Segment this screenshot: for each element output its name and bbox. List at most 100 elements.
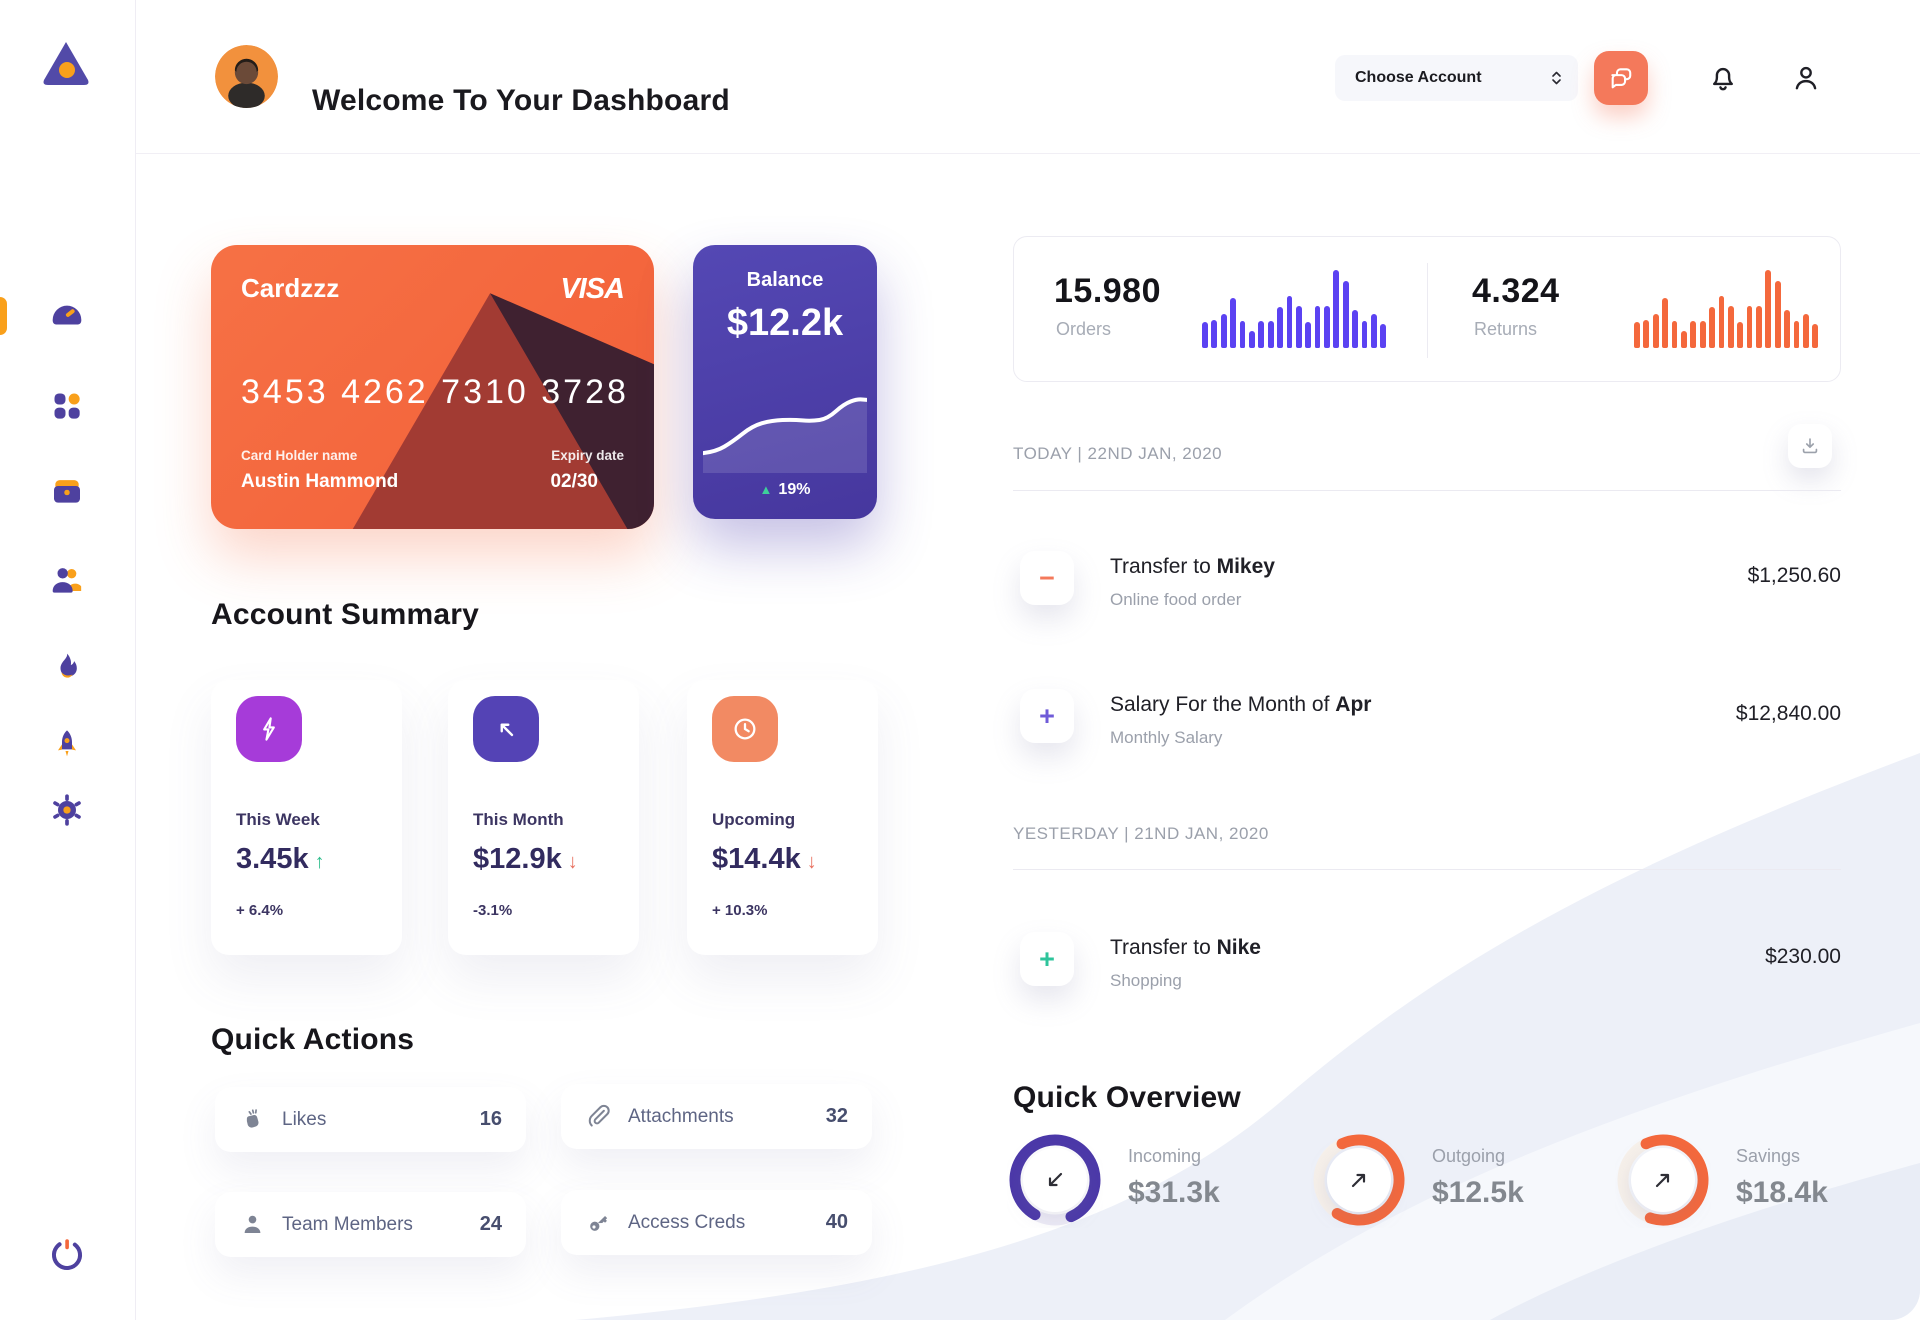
apps-grid-icon bbox=[54, 393, 80, 419]
incoming-donut-chart bbox=[1009, 1134, 1101, 1226]
overview-outgoing: Outgoing $12.5k bbox=[1311, 1132, 1601, 1228]
balance-change-value: 19% bbox=[778, 481, 811, 498]
transaction-subtitle: Monthly Salary bbox=[1110, 728, 1223, 747]
power-icon bbox=[51, 1239, 83, 1271]
avatar-photo bbox=[215, 45, 278, 108]
profile-button[interactable] bbox=[1786, 58, 1826, 98]
quick-action-count: 24 bbox=[479, 1213, 502, 1235]
card-number: 3453 4262 7310 3728 bbox=[241, 373, 629, 411]
choose-account-select[interactable]: Choose Account bbox=[1335, 55, 1578, 101]
returns-value: 4.324 bbox=[1472, 272, 1560, 310]
transaction-amount: $230.00 bbox=[1765, 945, 1841, 968]
member-icon bbox=[244, 1215, 261, 1234]
page-title: Welcome To Your Dashboard bbox=[312, 84, 730, 118]
lightning-icon bbox=[263, 717, 275, 741]
sidebar-item-apps[interactable] bbox=[44, 383, 90, 429]
quick-action-count: 32 bbox=[825, 1105, 848, 1127]
quick-action-label: Team Members bbox=[282, 1213, 413, 1235]
briefcase-icon bbox=[54, 480, 80, 503]
trend-arrow-icon: ↓ bbox=[806, 851, 817, 873]
sidebar-item-work[interactable] bbox=[44, 468, 90, 514]
summary-card-upcoming: Upcoming $14.4k ↓ + 10.3% bbox=[687, 680, 878, 955]
account-summary-title: Account Summary bbox=[211, 597, 480, 631]
app-logo bbox=[36, 34, 96, 94]
quick-action-label: Attachments bbox=[628, 1105, 734, 1127]
yesterday-header: YESTERDAY | 21ND JAN, 2020 bbox=[1013, 824, 1269, 843]
messages-button[interactable] bbox=[1594, 51, 1648, 105]
balance-card: Balance $12.2k ▲ 19% bbox=[693, 245, 877, 519]
summary-delta: -3.1% bbox=[473, 902, 513, 919]
balance-value: $12.2k bbox=[726, 302, 844, 344]
arrow-up-left-icon-tile bbox=[473, 696, 539, 762]
transaction-sign-icon: − bbox=[1020, 551, 1074, 605]
background-waves bbox=[575, 753, 1920, 1320]
quick-action-count: 40 bbox=[825, 1211, 848, 1233]
paperclip-icon bbox=[588, 1104, 610, 1127]
orders-returns-card: 15.980 Orders 4.324 Returns bbox=[1013, 236, 1841, 382]
returns-bar-chart bbox=[1634, 270, 1829, 348]
quick-action-label: Access Creds bbox=[628, 1211, 746, 1233]
outgoing-donut-chart bbox=[1313, 1134, 1405, 1226]
sidebar-item-team[interactable] bbox=[44, 557, 90, 603]
card-holder-name: Austin Hammond bbox=[241, 471, 399, 492]
overview-label: Savings bbox=[1736, 1146, 1801, 1166]
user-icon bbox=[1795, 66, 1817, 90]
header: Welcome To Your Dashboard Choose Account bbox=[135, 0, 1920, 154]
savings-donut-chart bbox=[1617, 1134, 1709, 1226]
quick-overview-title: Quick Overview bbox=[1013, 1080, 1241, 1114]
up-arrow-icon: ▲ bbox=[759, 482, 773, 497]
sidebar-item-launch[interactable] bbox=[44, 722, 90, 768]
transaction-title: Transfer to Mikey bbox=[1110, 555, 1275, 578]
transaction-sign-icon: + bbox=[1020, 932, 1074, 986]
team-users-icon bbox=[52, 568, 82, 593]
transaction-row-salary[interactable]: + Salary For the Month of Apr Monthly Sa… bbox=[1013, 689, 1841, 749]
transaction-row-mikey[interactable]: − Transfer to Mikey Online food order $1… bbox=[1013, 551, 1841, 611]
trend-arrow-icon: ↓ bbox=[567, 851, 578, 873]
transaction-row-nike[interactable]: + Transfer to Nike Shopping $230.00 bbox=[1013, 932, 1841, 992]
summary-label: This Month bbox=[473, 810, 564, 829]
download-button[interactable] bbox=[1788, 424, 1832, 468]
summary-label: This Week bbox=[236, 810, 320, 829]
arrow-up-right-icon bbox=[1351, 1173, 1366, 1188]
orders-bar-chart bbox=[1202, 270, 1397, 348]
notifications-button[interactable] bbox=[1703, 58, 1743, 98]
quick-action-attachments[interactable]: Attachments 32 bbox=[561, 1084, 872, 1149]
stats-divider bbox=[1427, 263, 1428, 358]
visa-logo: VISA bbox=[560, 273, 625, 305]
quick-actions-title: Quick Actions bbox=[211, 1022, 415, 1056]
rocket-icon bbox=[58, 730, 76, 757]
bell-icon bbox=[1713, 67, 1733, 91]
clock-icon bbox=[734, 718, 756, 740]
lightning-icon-tile bbox=[236, 696, 302, 762]
clap-icon bbox=[246, 1109, 259, 1128]
choose-account-label: Choose Account bbox=[1355, 69, 1482, 86]
returns-label: Returns bbox=[1474, 319, 1538, 339]
balance-trend-chart bbox=[703, 397, 867, 473]
summary-value: $12.9k ↓ bbox=[473, 843, 578, 875]
orders-label: Orders bbox=[1056, 319, 1112, 339]
quick-action-likes[interactable]: Likes 16 bbox=[215, 1087, 526, 1152]
sidebar-item-settings[interactable] bbox=[44, 787, 90, 833]
chat-icon bbox=[1611, 68, 1632, 89]
summary-delta: + 6.4% bbox=[236, 902, 284, 919]
active-nav-indicator bbox=[0, 297, 7, 335]
overview-value: $12.5k bbox=[1432, 1176, 1524, 1209]
trend-arrow-icon: ↑ bbox=[314, 851, 325, 873]
credit-card: Cardzzz VISA 3453 4262 7310 3728 Card Ho… bbox=[211, 245, 654, 529]
arrow-down-left-icon bbox=[1048, 1172, 1063, 1187]
divider bbox=[1013, 869, 1841, 870]
summary-label: Upcoming bbox=[712, 810, 796, 829]
logout-button[interactable] bbox=[44, 1232, 90, 1278]
sidebar-item-dashboard[interactable] bbox=[44, 294, 90, 340]
settings-gear-icon bbox=[53, 794, 81, 826]
overview-incoming: Incoming $31.3k bbox=[1007, 1132, 1297, 1228]
arrow-up-right-icon bbox=[1655, 1173, 1670, 1188]
user-avatar[interactable] bbox=[215, 45, 278, 108]
balance-change: ▲ 19% bbox=[693, 481, 877, 499]
quick-action-team-members[interactable]: Team Members 24 bbox=[215, 1192, 526, 1257]
sidebar-item-activity[interactable] bbox=[44, 645, 90, 691]
clock-icon-tile bbox=[712, 696, 778, 762]
balance-label: Balance bbox=[746, 269, 824, 291]
quick-action-access-creds[interactable]: Access Creds 40 bbox=[561, 1190, 872, 1255]
dashboard-gauge-icon bbox=[52, 305, 82, 325]
